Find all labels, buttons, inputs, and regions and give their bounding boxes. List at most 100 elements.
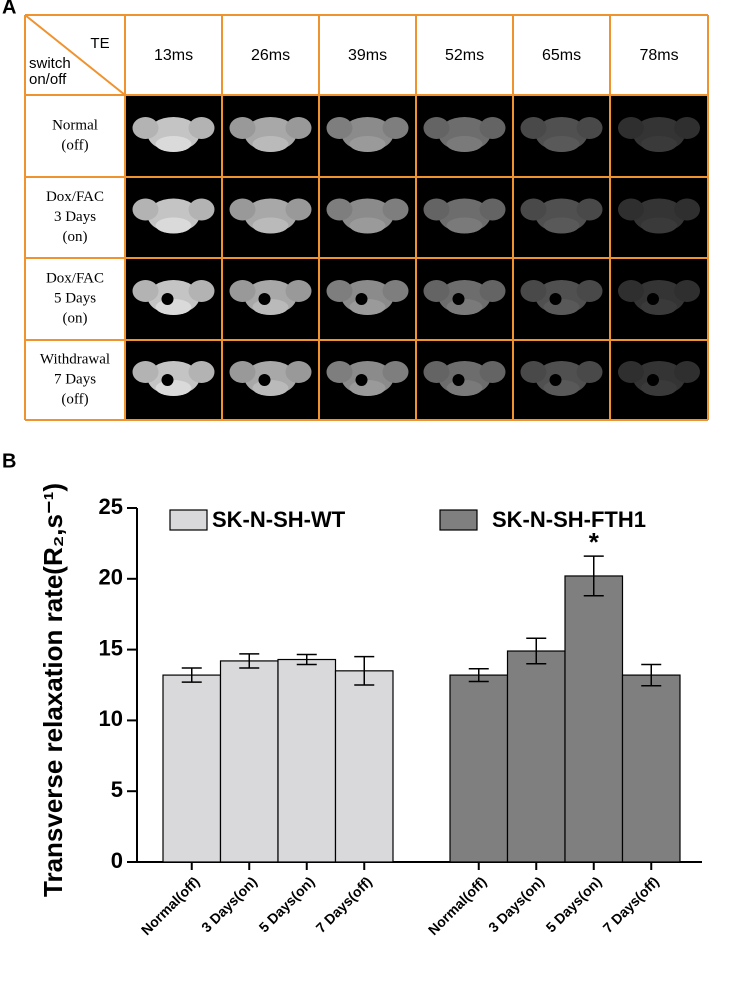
x-tick-label: Normal(off) <box>425 873 490 938</box>
mri-blob <box>618 117 700 152</box>
tissue <box>188 280 215 302</box>
tissue <box>423 198 450 221</box>
mri-blob <box>520 117 603 152</box>
tissue <box>535 117 588 151</box>
tissue <box>618 280 644 302</box>
tissue <box>641 380 677 396</box>
error-bar <box>296 653 317 666</box>
mri-blob <box>229 117 312 152</box>
tissue <box>326 361 353 383</box>
bar <box>449 674 509 863</box>
mri-blob <box>423 117 506 152</box>
tissue <box>576 117 603 139</box>
tissue <box>349 380 386 396</box>
error-bar <box>468 667 489 683</box>
row-label: (on) <box>63 229 88 245</box>
tissue <box>229 361 256 383</box>
corner-diagonal <box>24 14 126 96</box>
tissue <box>535 361 588 395</box>
mri-blob <box>326 361 409 396</box>
tissue <box>633 198 685 233</box>
bar <box>564 575 624 863</box>
mri-blob <box>423 280 506 315</box>
x-tick-label: 3 Days(on) <box>485 873 547 935</box>
mri-blob <box>423 198 506 234</box>
tissue <box>446 136 483 152</box>
tissue <box>252 217 289 234</box>
tissue <box>576 361 603 383</box>
tissue <box>479 198 506 221</box>
bar <box>506 650 566 863</box>
tissue <box>229 117 256 139</box>
mri-image <box>513 95 610 177</box>
tissue <box>188 198 215 221</box>
tissue <box>618 198 644 221</box>
te-value: 65ms <box>542 47 581 64</box>
y-tick-label: 10 <box>99 706 123 731</box>
tissue <box>132 117 159 139</box>
tissue <box>285 280 312 302</box>
mri-image <box>610 340 708 420</box>
mri-blob <box>132 117 215 152</box>
tissue <box>674 361 700 383</box>
mri-image <box>610 177 708 258</box>
tissue <box>188 117 215 139</box>
x-tick-label: 7 Days(off) <box>313 873 375 935</box>
row-label: (off) <box>61 137 88 153</box>
tissue <box>285 117 312 139</box>
tissue <box>520 198 547 221</box>
tissue <box>446 299 483 315</box>
tissue <box>641 217 677 234</box>
corner-te: TE <box>90 35 109 52</box>
corner-switch: switch <box>29 55 71 72</box>
mri-blob <box>326 280 409 315</box>
error-bar <box>239 653 260 669</box>
y-axis-label: Transverse relaxation rate(R₂,s⁻¹) <box>38 483 68 897</box>
tissue <box>285 361 312 383</box>
x-tick-label: 3 Days(on) <box>198 873 260 935</box>
x-tick-label: 5 Days(on) <box>543 873 605 935</box>
x-tick-label: Normal(off) <box>138 873 203 938</box>
legend-label: SK-N-SH-FTH1 <box>492 507 646 532</box>
mri-image <box>610 95 708 177</box>
tissue <box>520 361 547 383</box>
mri-blob <box>618 198 700 234</box>
row-label: Withdrawal <box>40 351 110 367</box>
tissue <box>618 361 644 383</box>
tissue <box>423 361 450 383</box>
cavity <box>452 374 465 386</box>
te-value: 52ms <box>445 47 484 64</box>
row-label: 5 Days <box>54 290 96 306</box>
mri-blob <box>326 198 409 234</box>
tissue <box>423 280 450 302</box>
tissue <box>326 198 353 221</box>
row-label: 3 Days <box>54 209 96 225</box>
mri-blob <box>132 280 215 315</box>
error-bar <box>181 667 202 683</box>
tissue <box>633 361 685 395</box>
tissue <box>326 117 353 139</box>
tissue <box>543 217 580 234</box>
mri-blob <box>520 280 603 315</box>
cavity <box>355 374 368 386</box>
tissue <box>446 217 483 234</box>
tissue <box>349 299 386 315</box>
mri-image <box>513 177 610 258</box>
mri-image <box>610 258 708 340</box>
cavity <box>549 374 562 386</box>
tissue <box>446 380 483 396</box>
x-tick-label: 5 Days(on) <box>256 873 318 935</box>
cavity <box>258 374 271 386</box>
row-label: Dox/FAC <box>46 270 104 286</box>
tissue <box>252 136 289 152</box>
row-label: Normal <box>52 117 98 133</box>
tissue <box>285 198 312 221</box>
tissue <box>479 361 506 383</box>
tissue <box>535 198 588 233</box>
error-bar <box>583 555 604 597</box>
tissue <box>641 136 677 152</box>
mri-blob <box>520 361 603 396</box>
tissue <box>423 117 450 139</box>
tissue <box>520 280 547 302</box>
